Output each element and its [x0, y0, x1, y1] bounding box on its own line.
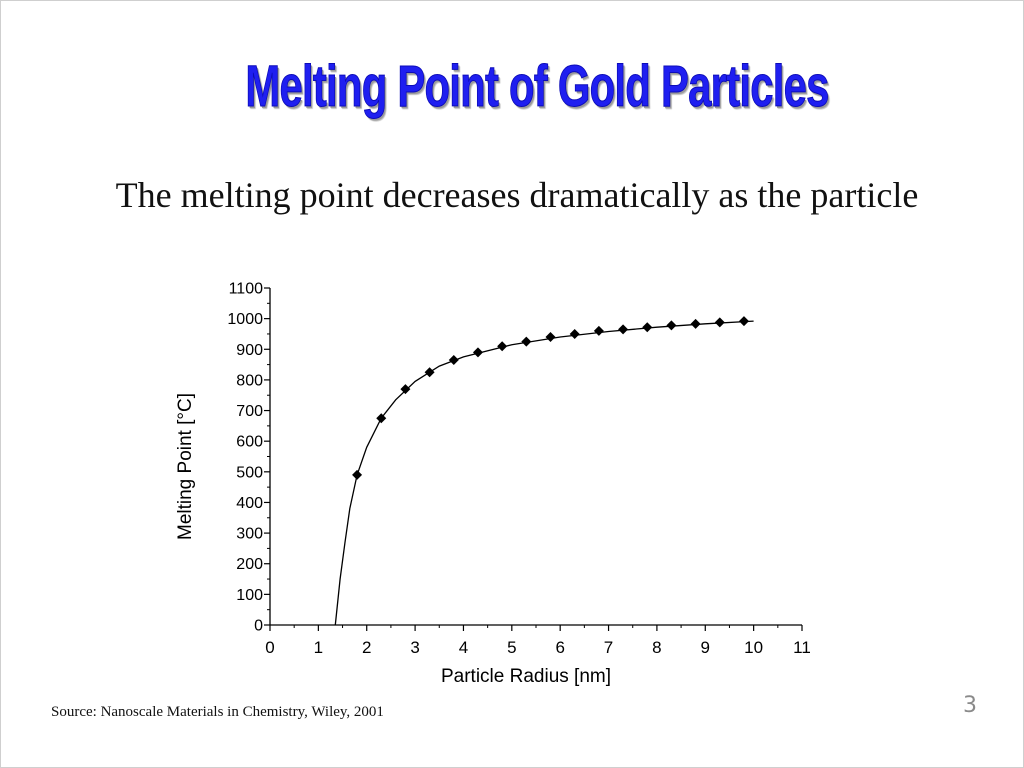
x-tick-label: 0 — [265, 638, 274, 657]
y-tick-label: 800 — [236, 372, 263, 389]
data-point — [400, 384, 411, 395]
data-point — [472, 347, 483, 358]
data-point — [521, 336, 532, 347]
y-tick-label: 900 — [236, 342, 263, 359]
x-tick-label: 5 — [507, 638, 516, 657]
data-point — [618, 324, 629, 335]
y-tick-label: 400 — [236, 495, 263, 512]
data-point — [497, 341, 508, 352]
x-tick-label: 6 — [555, 638, 564, 657]
source-citation: Source: Nanoscale Materials in Chemistry… — [51, 704, 384, 720]
data-point — [738, 316, 749, 327]
x-tick-label: 7 — [604, 638, 613, 657]
data-point — [666, 320, 677, 331]
data-point — [593, 325, 604, 336]
data-point — [448, 354, 459, 365]
y-axis-label: Melting Point [°C] — [175, 393, 196, 540]
data-point — [714, 317, 725, 328]
x-tick-label: 1 — [314, 638, 323, 657]
x-axis-label: Particle Radius [nm] — [441, 666, 611, 687]
data-point — [569, 328, 580, 339]
x-tick-label: 3 — [410, 638, 419, 657]
data-point — [642, 322, 653, 333]
x-tick-label: 9 — [701, 638, 710, 657]
x-tick-label: 8 — [652, 638, 661, 657]
y-tick-label: 100 — [236, 587, 263, 604]
x-tick-label: 10 — [744, 638, 763, 657]
data-point — [690, 318, 701, 329]
y-tick-label: 500 — [236, 464, 263, 481]
x-tick-label: 4 — [459, 638, 468, 657]
y-tick-label: 600 — [236, 434, 263, 451]
slide-subtitle: The melting point decreases dramatically… — [115, 175, 919, 215]
y-tick-label: 300 — [236, 526, 263, 543]
x-tick-label: 2 — [362, 638, 371, 657]
page-number: 3 — [963, 693, 977, 718]
fit-curve — [334, 320, 754, 626]
data-point — [545, 332, 556, 343]
data-point — [352, 469, 363, 480]
data-point — [376, 413, 387, 424]
y-tick-label: 700 — [236, 403, 263, 420]
y-tick-label: 1100 — [229, 281, 264, 298]
y-tick-label: 200 — [236, 556, 263, 573]
x-tick-label: 11 — [793, 638, 811, 657]
slide-title: Melting Point of Gold Particles — [245, 54, 830, 120]
data-point — [424, 367, 435, 378]
y-tick-label: 1000 — [227, 311, 263, 328]
y-tick-label: 0 — [254, 618, 263, 635]
